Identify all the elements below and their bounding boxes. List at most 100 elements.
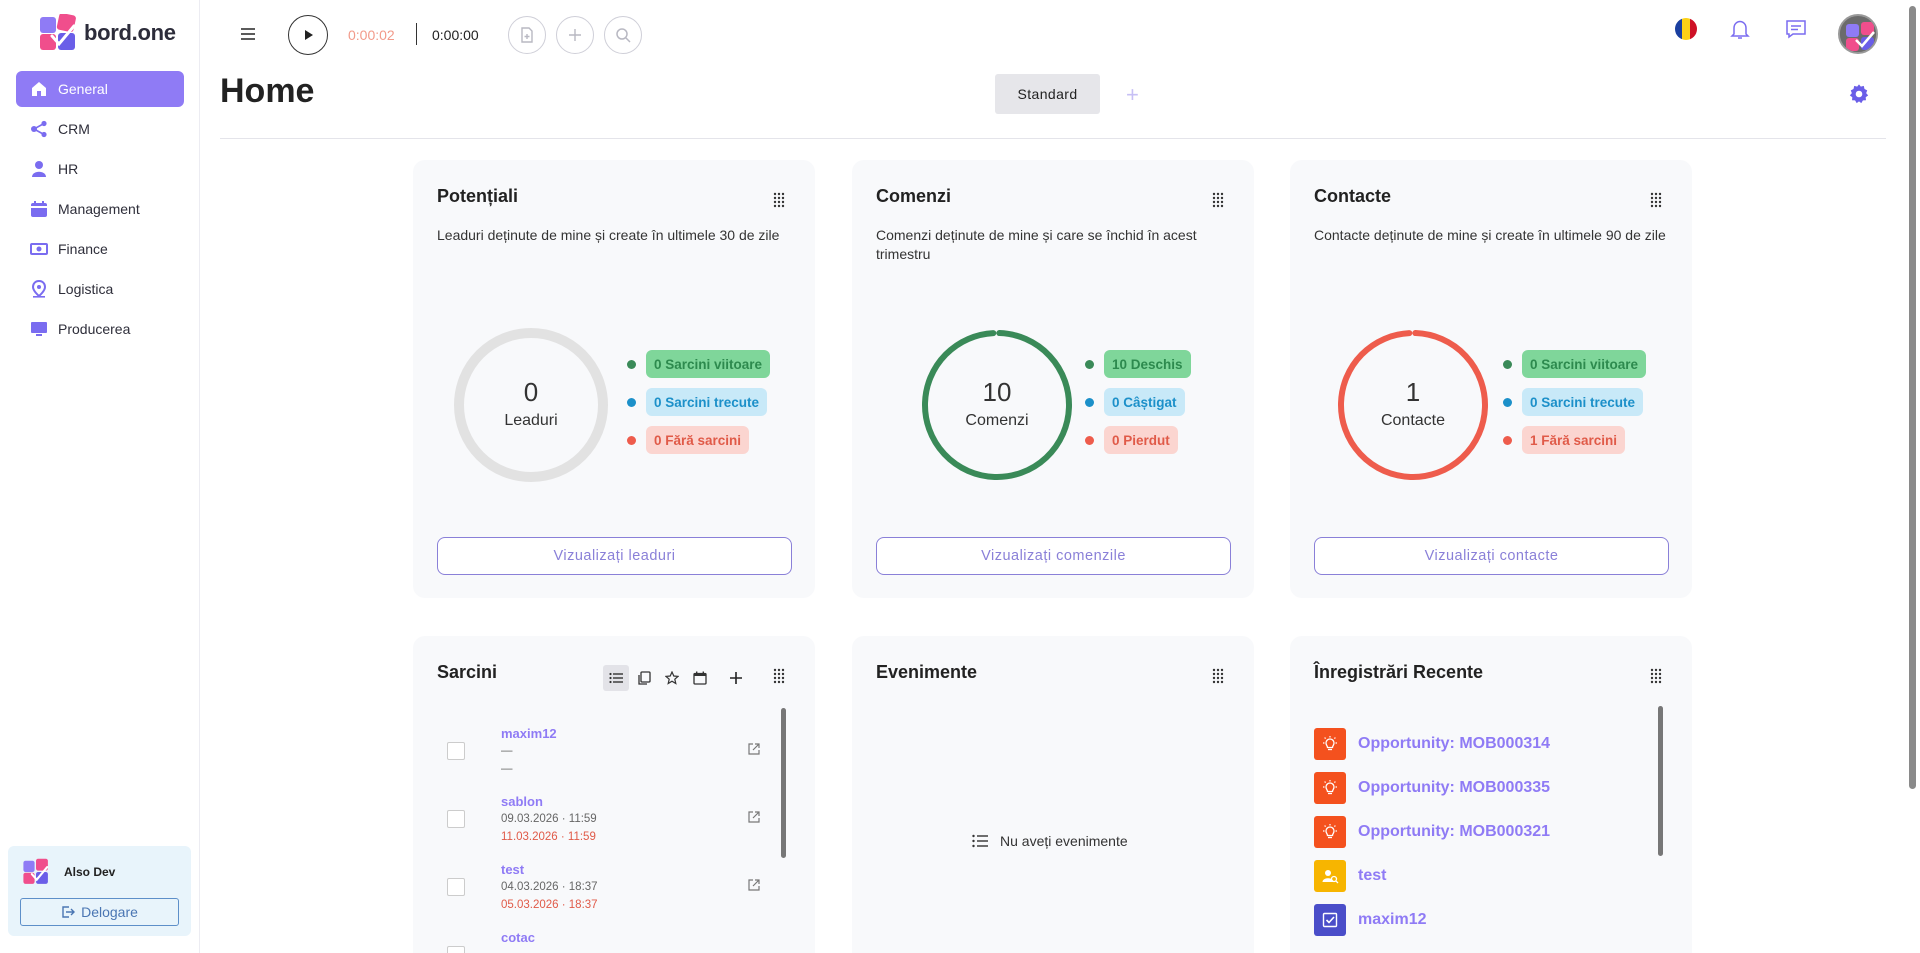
task-view-toolbar bbox=[603, 665, 749, 691]
legend-dot bbox=[1085, 435, 1094, 445]
legend-item: 0 Sarcini trecute bbox=[627, 388, 770, 416]
task-item: test 04.03.2026 · 18:37 05.03.2026 · 18:… bbox=[437, 862, 773, 930]
legend-pill: 0 Sarcini trecute bbox=[1522, 388, 1644, 416]
sidebar: bord.one General CRM HR bbox=[0, 0, 200, 953]
add-task-icon[interactable] bbox=[723, 665, 749, 691]
legend-item: 0 Pierdut bbox=[1085, 426, 1191, 454]
recent-record-item[interactable]: test bbox=[1314, 860, 1550, 892]
sidebar-item-producerea[interactable]: Producerea bbox=[16, 311, 184, 347]
sidebar-item-logistica[interactable]: Logistica bbox=[16, 271, 184, 307]
sidebar-item-label: Management bbox=[58, 201, 140, 217]
recent-record-item[interactable]: Opportunity: MOB000314 bbox=[1314, 728, 1550, 760]
sidebar-item-hr[interactable]: HR bbox=[16, 151, 184, 187]
task-list: maxim12 — — sablon 09.03.2026 · 11:59 11… bbox=[437, 726, 773, 953]
legend-pill: 0 Sarcini trecute bbox=[646, 388, 768, 416]
drag-grid-icon[interactable] bbox=[1650, 192, 1662, 213]
legend-pill: 0 Câștigat bbox=[1104, 388, 1185, 416]
drag-grid-icon[interactable] bbox=[1212, 192, 1224, 213]
legend-dot bbox=[1503, 359, 1512, 369]
copy-icon[interactable] bbox=[631, 665, 657, 691]
legend-dot bbox=[627, 435, 636, 445]
drag-grid-icon[interactable] bbox=[1212, 668, 1224, 689]
sidebar-item-management[interactable]: Management bbox=[16, 191, 184, 227]
card-title: Evenimente bbox=[876, 662, 978, 682]
card-inregistrari-recente: Înregistrări Recente Opportunity: MOB000… bbox=[1290, 636, 1692, 953]
hamburger-menu-icon[interactable] bbox=[236, 22, 260, 46]
add-tab-button[interactable]: + bbox=[1126, 82, 1139, 107]
open-external-icon[interactable] bbox=[747, 742, 761, 761]
monitor-icon bbox=[28, 318, 50, 340]
task-due: — bbox=[501, 763, 513, 775]
bell-icon[interactable] bbox=[1728, 17, 1752, 46]
task-checkbox[interactable] bbox=[447, 946, 465, 953]
donut-ring bbox=[922, 330, 1072, 480]
gear-icon[interactable] bbox=[1848, 83, 1870, 110]
task-list-scrollbar[interactable] bbox=[781, 708, 786, 858]
brand-logo[interactable]: bord.one bbox=[38, 14, 176, 52]
drag-grid-icon[interactable] bbox=[1650, 668, 1662, 689]
view-orders-button[interactable]: Vizualizați comenzile bbox=[876, 537, 1231, 575]
card-evenimente: Evenimente Nu aveți evenimente bbox=[852, 636, 1254, 953]
logout-button[interactable]: Delogare bbox=[20, 898, 179, 926]
task-name[interactable]: maxim12 bbox=[501, 726, 557, 741]
drag-grid-icon[interactable] bbox=[773, 668, 785, 689]
person-icon bbox=[28, 158, 50, 180]
open-external-icon[interactable] bbox=[747, 878, 761, 897]
task-due: 11.03.2026 · 11:59 bbox=[501, 831, 596, 843]
recent-record-item[interactable]: maxim12 bbox=[1314, 904, 1550, 936]
recent-record-label: maxim12 bbox=[1358, 911, 1427, 928]
sidebar-item-label: General bbox=[58, 81, 108, 97]
card-contacte: Contacte Contacte deținute de mine și cr… bbox=[1290, 160, 1692, 598]
task-name[interactable]: test bbox=[501, 862, 525, 877]
recent-record-label: Opportunity: MOB000335 bbox=[1358, 779, 1551, 796]
star-icon[interactable] bbox=[659, 665, 685, 691]
timer-play-button[interactable] bbox=[288, 15, 328, 55]
recent-record-label: test bbox=[1358, 867, 1387, 884]
empty-state-text: Nu aveți evenimente bbox=[1000, 833, 1128, 849]
top-bar: 0:00:02 0:00:00 bbox=[200, 0, 1920, 70]
donut-ring bbox=[454, 328, 608, 482]
user-name: Also Dev bbox=[64, 865, 116, 879]
list-view-icon[interactable] bbox=[603, 665, 629, 691]
task-checkbox[interactable] bbox=[447, 810, 465, 828]
recent-record-label: Opportunity: MOB000314 bbox=[1358, 735, 1551, 752]
recent-record-item[interactable]: Opportunity: MOB000321 bbox=[1314, 816, 1550, 848]
task-start: — bbox=[501, 745, 513, 757]
sidebar-item-crm[interactable]: CRM bbox=[16, 111, 184, 147]
drag-grid-icon[interactable] bbox=[773, 192, 785, 213]
sidebar-item-finance[interactable]: Finance bbox=[16, 231, 184, 267]
page-scrollbar[interactable] bbox=[1909, 6, 1916, 789]
donut-label: Leaduri bbox=[504, 412, 558, 429]
task-checkbox[interactable] bbox=[447, 878, 465, 896]
checkbox-icon bbox=[1314, 904, 1346, 936]
task-name[interactable]: sablon bbox=[501, 794, 543, 809]
view-contacts-button[interactable]: Vizualizați contacte bbox=[1314, 537, 1669, 575]
share-icon bbox=[28, 118, 50, 140]
add-file-button[interactable] bbox=[508, 16, 546, 54]
card-sarcini: Sarcini maxim12 — — sablon 09.03.2026 · … bbox=[413, 636, 815, 953]
search-icon bbox=[616, 28, 631, 43]
view-leads-button[interactable]: Vizualizați leaduri bbox=[437, 537, 792, 575]
recent-record-item[interactable]: Opportunity: MOB000335 bbox=[1314, 772, 1550, 804]
sidebar-item-label: HR bbox=[58, 161, 79, 177]
records-scrollbar[interactable] bbox=[1658, 706, 1663, 856]
avatar[interactable] bbox=[1838, 14, 1878, 54]
calendar-icon bbox=[28, 198, 50, 220]
location-icon bbox=[28, 278, 50, 300]
task-checkbox[interactable] bbox=[447, 742, 465, 760]
search-button[interactable] bbox=[604, 16, 642, 54]
legend: 10 Deschis 0 Câștigat 0 Pierdut bbox=[1085, 350, 1191, 464]
logo-icon bbox=[40, 14, 76, 50]
open-external-icon[interactable] bbox=[747, 810, 761, 829]
card-description: Comenzi deținute de mine și care se înch… bbox=[876, 227, 1197, 262]
donut-label: Comenzi bbox=[965, 412, 1029, 429]
add-button[interactable] bbox=[556, 16, 594, 54]
sidebar-item-general[interactable]: General bbox=[16, 71, 184, 107]
tab-standard[interactable]: Standard bbox=[995, 74, 1100, 114]
lightbulb-icon bbox=[1314, 772, 1346, 804]
chat-icon[interactable] bbox=[1784, 17, 1808, 46]
task-name[interactable]: cotac bbox=[501, 930, 535, 945]
calendar-view-icon[interactable] bbox=[687, 665, 713, 691]
romania-flag-icon[interactable] bbox=[1674, 17, 1698, 46]
task-start: 09.03.2026 · 11:59 bbox=[501, 813, 597, 825]
